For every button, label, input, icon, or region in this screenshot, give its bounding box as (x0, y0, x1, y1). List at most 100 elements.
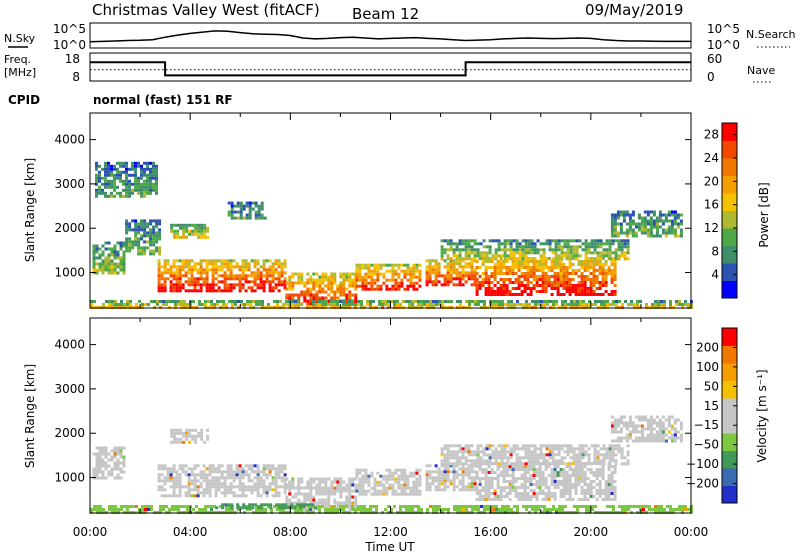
data-cell (461, 239, 465, 243)
data-cell (241, 271, 245, 275)
data-cell (551, 257, 555, 261)
data-cell (444, 300, 447, 303)
data-cell (507, 300, 510, 303)
data-cell (166, 262, 170, 266)
data-cell (95, 476, 99, 480)
data-cell (481, 495, 485, 498)
data-cell (607, 477, 611, 480)
data-cell (425, 476, 429, 480)
data-cell (443, 453, 447, 457)
data-cell (211, 277, 215, 281)
data-cell (123, 505, 126, 508)
data-cell (496, 495, 500, 498)
data-cell (361, 492, 365, 496)
data-cell (321, 281, 325, 285)
data-cell (367, 474, 371, 478)
data-cell (199, 491, 203, 495)
data-cell (193, 464, 197, 468)
data-cell (488, 245, 492, 249)
data-cell (376, 480, 380, 484)
data-cell (602, 254, 606, 258)
data-cell (333, 296, 337, 300)
data-cell (491, 456, 495, 460)
data-cell (333, 272, 337, 276)
data-cell (568, 480, 572, 483)
data-cell (226, 476, 230, 480)
data-cell (300, 303, 303, 306)
data-cell (256, 470, 260, 474)
data-cell (563, 254, 567, 258)
data-cell (277, 262, 281, 266)
data-cell (631, 424, 635, 428)
data-cell (443, 482, 447, 486)
data-cell (280, 280, 284, 284)
data-cell (339, 293, 343, 297)
data-cell (613, 284, 617, 287)
data-cell (577, 281, 581, 284)
data-cell (149, 182, 152, 186)
data-cell (348, 303, 351, 306)
data-cell (583, 284, 587, 287)
data-cell (182, 431, 186, 435)
data-cell (283, 473, 287, 477)
data-cell (477, 300, 480, 303)
data-cell (113, 176, 116, 180)
data-cell (602, 453, 606, 457)
data-cell (583, 474, 587, 477)
data-cell (490, 281, 494, 284)
data-cell (143, 179, 146, 183)
data-cell (538, 278, 542, 281)
data-cell (399, 505, 402, 508)
data-cell (134, 222, 138, 226)
data-cell (160, 265, 164, 269)
data-cell (503, 254, 507, 258)
data-cell (673, 210, 677, 214)
data-cell (452, 488, 456, 492)
data-cell (505, 492, 509, 495)
data-cell (470, 453, 474, 457)
data-cell (610, 415, 614, 419)
data-cell (681, 508, 684, 511)
data-cell (370, 275, 374, 279)
data-cell (170, 229, 174, 233)
data-cell (283, 476, 287, 480)
data-cell (265, 259, 269, 263)
data-cell (268, 485, 272, 489)
data-cell (205, 268, 209, 272)
data-cell (137, 240, 141, 244)
data-cell (458, 257, 462, 261)
data-cell (361, 266, 365, 270)
data-cell (524, 450, 528, 454)
data-cell (232, 476, 236, 480)
data-cell (572, 459, 576, 463)
data-cell (478, 257, 482, 260)
data-cell (300, 272, 304, 276)
data-cell (348, 281, 352, 285)
data-cell (274, 470, 278, 474)
data-cell (277, 476, 281, 480)
data-cell (101, 176, 104, 180)
data-cell (253, 476, 257, 480)
data-cell (285, 495, 289, 499)
data-cell (676, 418, 680, 422)
data-cell (197, 226, 201, 230)
data-cell (321, 501, 325, 505)
data-cell (312, 278, 316, 282)
data-cell (169, 289, 173, 293)
data-cell (562, 266, 566, 269)
data-cell (538, 492, 542, 495)
data-cell (400, 486, 404, 490)
data-cell (608, 450, 612, 454)
data-cell (185, 229, 189, 233)
data-cell (626, 450, 630, 454)
data-cell (242, 207, 246, 211)
data-cell (146, 191, 149, 195)
data-cell (250, 470, 254, 474)
data-cell (546, 508, 549, 511)
data-cell (559, 483, 563, 486)
data-cell (283, 280, 287, 284)
data-cell (179, 431, 183, 435)
data-cell (152, 231, 156, 235)
data-cell (506, 444, 510, 448)
data-cell (339, 272, 343, 276)
